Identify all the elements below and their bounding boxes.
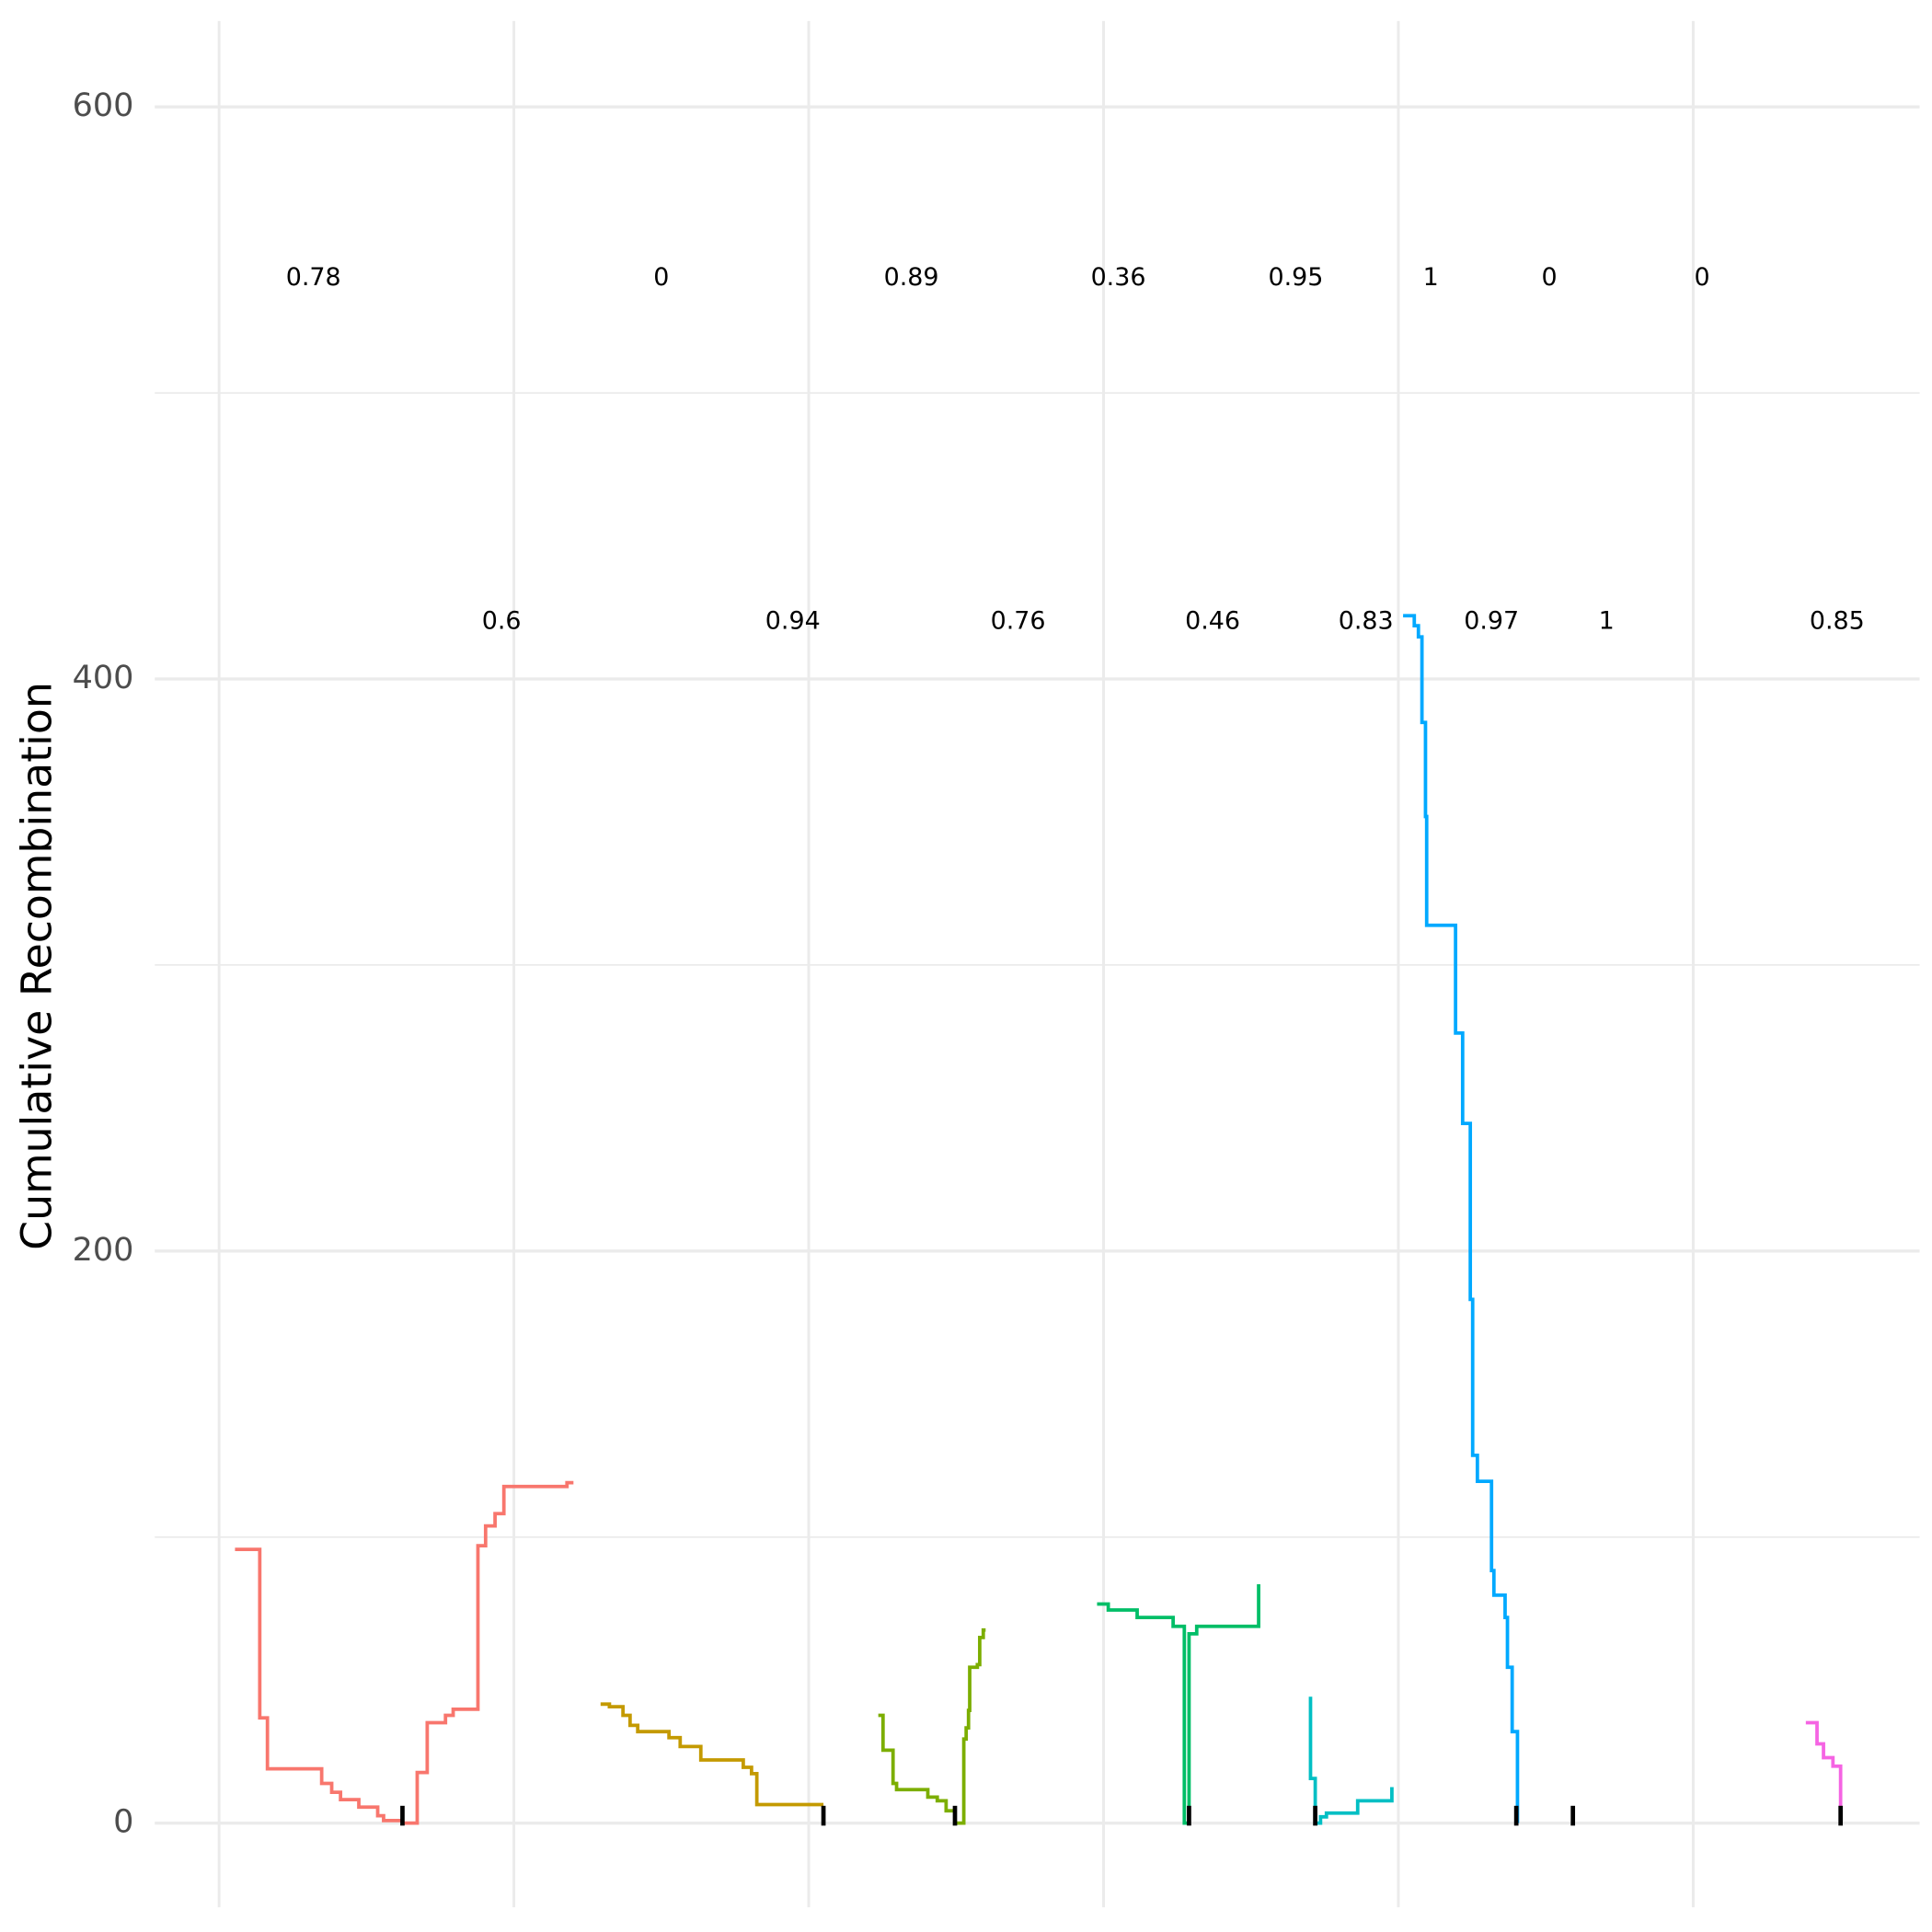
y-tick-label: 600 [73,87,134,124]
annotation: 1 [1423,263,1439,292]
annotation: 0 [1694,263,1709,292]
step-line [1805,1720,1843,1823]
annotation: 0.89 [884,263,939,292]
annotation: 1 [1599,606,1615,635]
annotation: 0.85 [1810,606,1865,635]
y-tick-label: 0 [113,1804,133,1841]
y-axis-label: Cumulative Recombination [13,682,62,1250]
step-line [600,1702,824,1807]
y-tick-label: 200 [73,1232,134,1269]
annotation: 0.95 [1268,263,1323,292]
annotation: 0.78 [286,263,341,292]
step-line [1097,1584,1260,1825]
annotation: 0 [1541,263,1557,292]
annotation: 0 [653,263,669,292]
step-line [878,1627,986,1825]
y-tick-label: 400 [73,660,134,696]
annotation: 0.76 [991,606,1046,635]
annotation: 0.46 [1185,606,1240,635]
step-line [1403,614,1520,1823]
annotation: 0.6 [482,606,522,635]
step-line [1308,1696,1394,1825]
annotation: 0.83 [1339,606,1394,635]
step-line [235,1480,574,1825]
annotation: 0.97 [1464,606,1519,635]
annotation: 0.94 [765,606,821,635]
annotation: 0.36 [1091,263,1146,292]
